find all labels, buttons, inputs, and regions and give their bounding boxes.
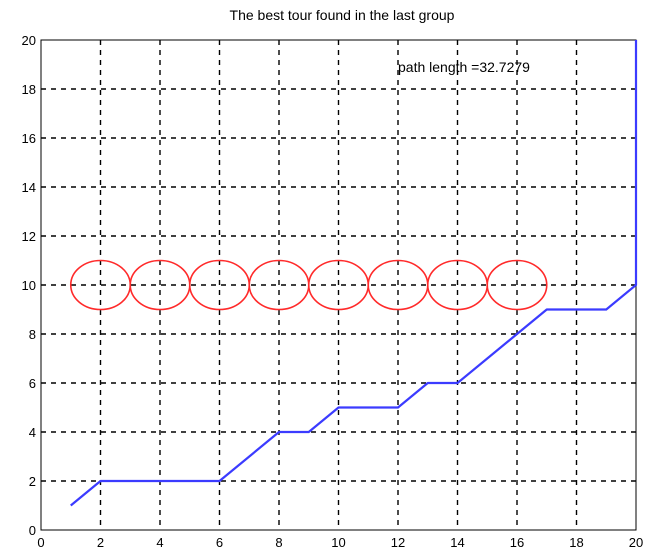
x-tick-label: 12 xyxy=(391,535,405,550)
circle-markers xyxy=(69,259,548,311)
y-tick-label: 4 xyxy=(29,425,36,440)
x-tick-label: 20 xyxy=(629,535,643,550)
y-tick-label: 6 xyxy=(29,376,36,391)
x-tick-label: 18 xyxy=(569,535,583,550)
x-tick-label: 4 xyxy=(156,535,163,550)
y-tick-label: 14 xyxy=(22,180,36,195)
y-tick-label: 18 xyxy=(22,82,36,97)
y-tick-label: 10 xyxy=(22,278,36,293)
y-tick-label: 8 xyxy=(29,327,36,342)
series-layer xyxy=(70,40,638,507)
x-tick-label: 10 xyxy=(331,535,345,550)
chart-title: The best tour found in the last group xyxy=(230,7,455,23)
path-length-annotation: path length =32.7279 xyxy=(398,59,530,75)
x-tick-label: 6 xyxy=(216,535,223,550)
y-tick-label: 20 xyxy=(22,33,36,48)
circle-marker xyxy=(486,259,548,311)
y-tick-label: 2 xyxy=(29,474,36,489)
y-tick-label: 16 xyxy=(22,131,36,146)
x-tick-label: 14 xyxy=(450,535,464,550)
x-tick-label: 8 xyxy=(275,535,282,550)
tour-path-line xyxy=(70,40,638,507)
x-tick-label: 0 xyxy=(37,535,44,550)
x-tick-label: 16 xyxy=(510,535,524,550)
axis-ticks: 0 2 4 6 8 10 12 14 16 18 20 0 2 4 6 8 10 12 14 16 18 20 xyxy=(22,33,644,550)
x-tick-label: 2 xyxy=(97,535,104,550)
y-tick-label: 12 xyxy=(22,229,36,244)
grid xyxy=(41,40,636,530)
y-tick-label: 0 xyxy=(29,523,36,538)
